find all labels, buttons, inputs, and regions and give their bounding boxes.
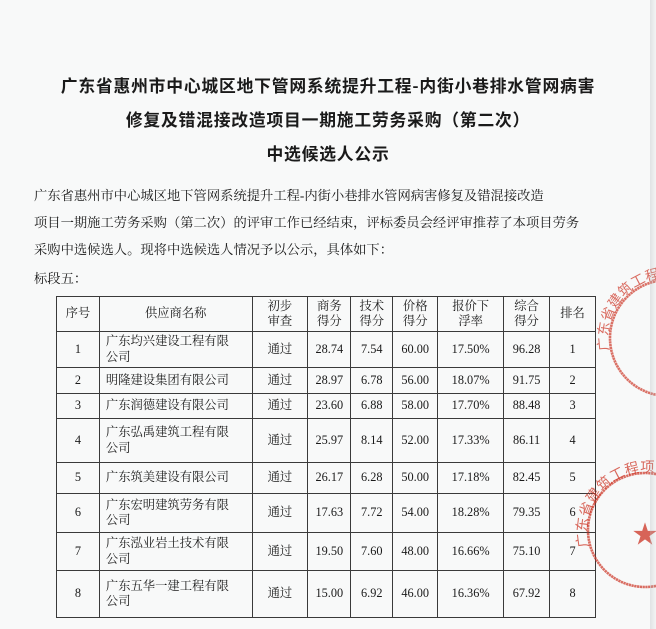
svg-text:★: ★ — [632, 515, 656, 551]
